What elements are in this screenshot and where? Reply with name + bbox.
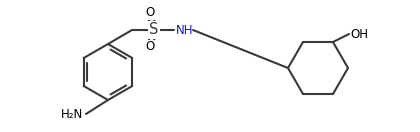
Text: O: O bbox=[145, 6, 155, 20]
Text: NH: NH bbox=[176, 23, 194, 37]
Text: O: O bbox=[145, 41, 155, 53]
Text: OH: OH bbox=[350, 27, 368, 41]
Text: S: S bbox=[150, 22, 159, 37]
Text: H₂N: H₂N bbox=[61, 109, 83, 121]
